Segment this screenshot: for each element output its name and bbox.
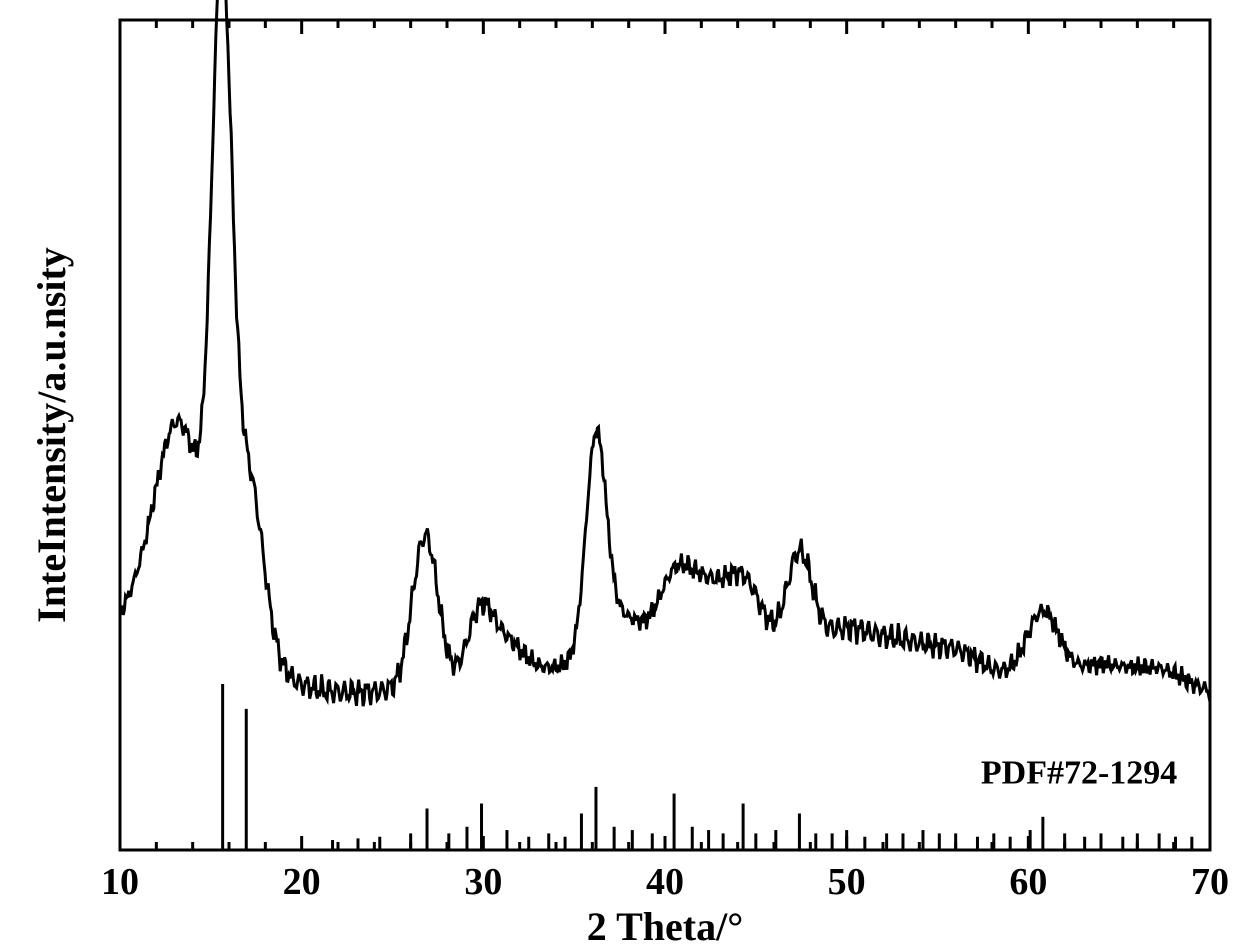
chart-svg: 10 20 30 40 50 60 70 2 Theta/° InteIntensity/a… <box>0 0 1240 947</box>
plot-area <box>120 20 1210 850</box>
y-axis-label: InteIntensity/a.u.nsity <box>29 247 74 623</box>
svg-text:70: 70 <box>1191 861 1229 903</box>
xrd-trace <box>120 0 1210 706</box>
x-axis-ticks <box>120 20 1210 850</box>
svg-text:40: 40 <box>646 861 684 903</box>
svg-text:10: 10 <box>101 861 139 903</box>
svg-text:20: 20 <box>283 861 321 903</box>
svg-text:60: 60 <box>1009 861 1047 903</box>
x-axis-tick-labels: 10 20 30 40 50 60 70 <box>101 861 1229 903</box>
pdf-annotation: PDF#72-1294 <box>981 755 1177 792</box>
svg-text:50: 50 <box>828 861 866 903</box>
xrd-chart: 10 20 30 40 50 60 70 2 Theta/° InteIntensity/a… <box>0 0 1240 947</box>
x-axis-label: 2 Theta/° <box>587 904 743 947</box>
svg-text:30: 30 <box>464 861 502 903</box>
